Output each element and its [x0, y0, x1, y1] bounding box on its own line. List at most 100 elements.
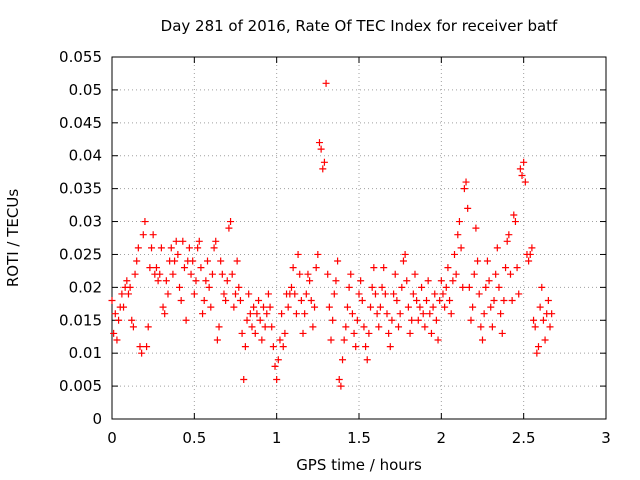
data-point [521, 178, 529, 186]
y-axis-label: ROTI / TECUs [4, 189, 22, 287]
data-point [516, 165, 524, 173]
data-point [414, 316, 422, 324]
data-point [190, 290, 198, 298]
data-point [513, 264, 521, 272]
data-point [498, 329, 506, 337]
data-point [358, 297, 366, 305]
data-point [133, 257, 141, 265]
data-point [408, 316, 416, 324]
data-point [276, 336, 284, 344]
data-point [360, 323, 368, 331]
data-point [241, 343, 249, 351]
data-point [146, 264, 154, 272]
data-point [541, 336, 549, 344]
y-tick-label: 0.005 [59, 377, 102, 395]
y-tick-label: 0.04 [69, 147, 102, 165]
data-point [187, 270, 195, 278]
data-point [230, 303, 238, 311]
data-point [424, 277, 432, 285]
data-point [171, 257, 179, 265]
data-point [411, 270, 419, 278]
data-point [500, 297, 508, 305]
data-point [520, 158, 528, 166]
data-point [396, 310, 404, 318]
data-point [334, 257, 342, 265]
data-point [307, 297, 315, 305]
data-point [487, 303, 495, 311]
grid-lines [112, 57, 606, 419]
data-point [495, 283, 503, 291]
data-point [325, 303, 333, 311]
data-point [488, 323, 496, 331]
data-point [409, 290, 417, 298]
data-point [404, 303, 412, 311]
data-point [365, 329, 373, 337]
data-point [530, 316, 538, 324]
data-point [452, 270, 460, 278]
data-point [538, 283, 546, 291]
data-point [371, 290, 379, 298]
data-point [427, 329, 435, 337]
data-point [462, 178, 470, 186]
data-point [536, 303, 544, 311]
data-point [126, 283, 134, 291]
data-point [340, 336, 348, 344]
data-point [162, 277, 170, 285]
data-point [479, 336, 486, 344]
data-point [131, 270, 139, 278]
axis-ticks [111, 56, 607, 420]
data-point [113, 336, 121, 344]
data-point [264, 290, 272, 298]
data-point [278, 310, 286, 318]
y-tick-label: 0.045 [59, 114, 102, 132]
data-point [395, 323, 403, 331]
data-point [176, 283, 184, 291]
data-point [238, 329, 246, 337]
data-point [406, 329, 414, 337]
data-point [534, 343, 542, 351]
data-point [508, 297, 516, 305]
data-point [345, 283, 353, 291]
data-point [482, 283, 490, 291]
data-point [235, 283, 243, 291]
data-point [159, 303, 167, 311]
y-tick-label: 0.05 [69, 81, 102, 99]
data-point [248, 323, 256, 331]
data-point [180, 264, 188, 272]
data-point [202, 277, 210, 285]
data-point [218, 270, 226, 278]
data-point [446, 297, 454, 305]
data-point [148, 244, 156, 252]
data-point [306, 277, 314, 285]
data-point [143, 343, 151, 351]
data-point [401, 250, 409, 258]
data-point [429, 303, 437, 311]
data-point [329, 316, 337, 324]
data-point [432, 316, 440, 324]
x-tick-label: 1.5 [347, 429, 371, 447]
data-point [292, 310, 300, 318]
data-point [302, 290, 310, 298]
data-point [368, 283, 376, 291]
data-point [363, 356, 371, 364]
data-point [531, 323, 539, 331]
data-point [233, 257, 241, 265]
data-point [388, 316, 396, 324]
data-point [469, 303, 477, 311]
data-point [108, 297, 116, 305]
data-point [157, 244, 165, 252]
data-point [470, 270, 478, 278]
data-point [544, 297, 552, 305]
x-tick-label: 0 [107, 429, 117, 447]
data-point [256, 316, 264, 324]
data-point [304, 270, 312, 278]
data-point [243, 316, 251, 324]
data-point [376, 303, 384, 311]
data-point [301, 310, 309, 318]
x-tick-label: 0.5 [182, 429, 206, 447]
data-point [309, 323, 317, 331]
data-point [515, 290, 523, 298]
data-point [390, 290, 398, 298]
data-point [399, 257, 407, 265]
